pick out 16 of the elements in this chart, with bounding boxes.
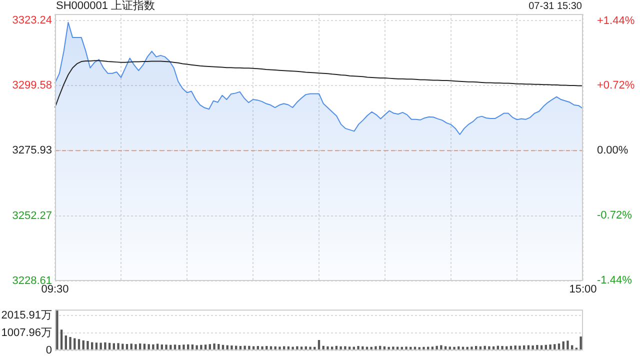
y2-tick-label: -1.44% [597,274,632,287]
y-tick-label: 3299.58 [12,80,52,92]
y-tick-label: 0 [46,344,52,356]
x-tick-label: 09:30 [41,284,69,296]
y-tick-label: 3275.93 [12,144,52,157]
chart-title: SH000001 上证指数 [56,0,156,13]
y2-tick-label: +0.72% [597,80,635,92]
y-tick-label: 2015.91万 [1,309,52,322]
y-tick-label: 3323.24 [12,14,52,26]
chart-subtitle: 07-31 15:30 [528,1,582,13]
y2-tick-label: 0.00% [597,144,628,157]
y2-tick-label: -0.72% [597,210,632,222]
y-tick-label: 3252.27 [12,210,52,222]
y2-tick-label: +1.44% [597,14,635,27]
y-tick-label: 1007.96万 [1,326,52,339]
x-tick-label: 15:00 [569,284,597,296]
